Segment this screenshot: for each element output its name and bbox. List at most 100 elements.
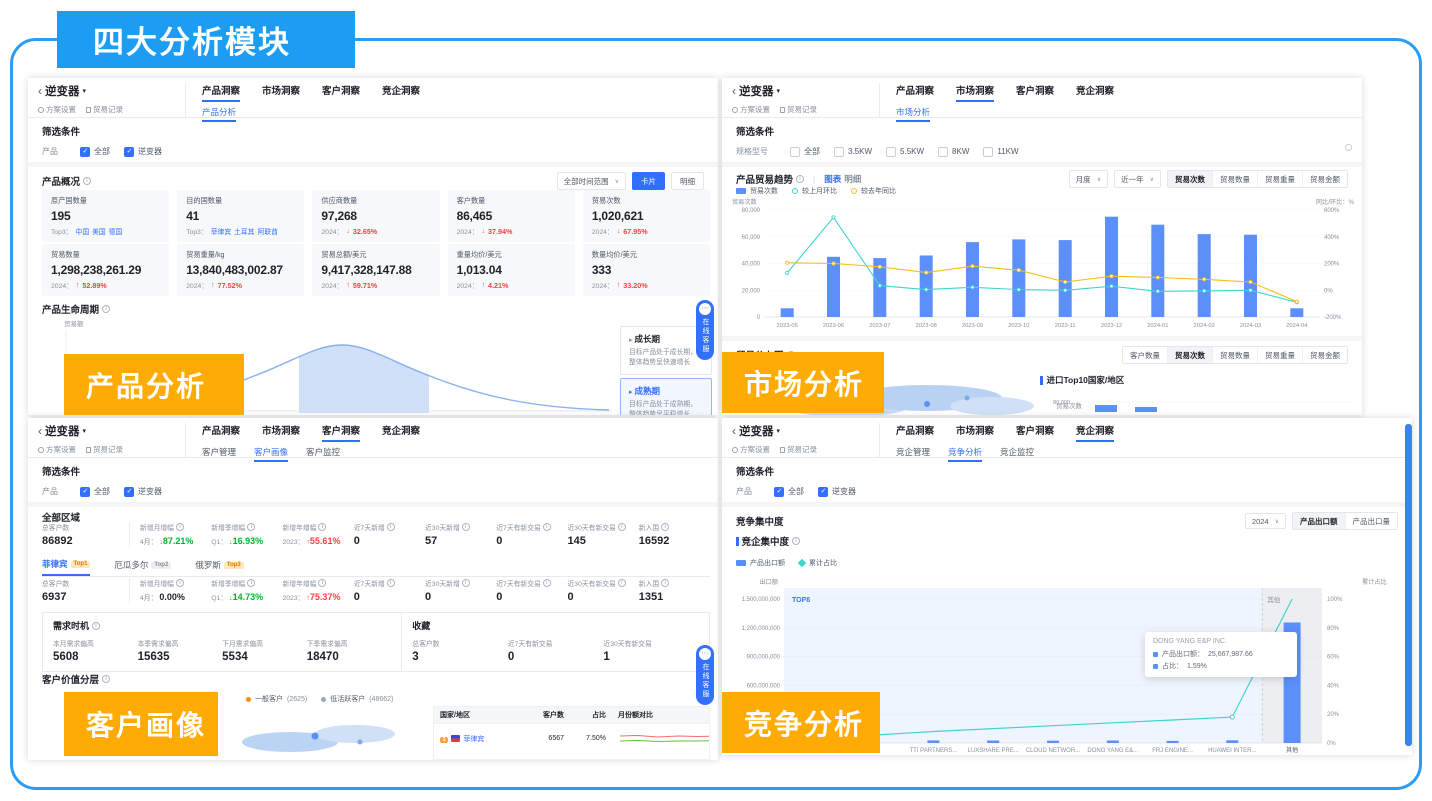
metric-trade-weight[interactable]: 贸易重量 bbox=[1258, 347, 1303, 363]
checkbox-spec-all[interactable]: 全部 bbox=[790, 146, 820, 157]
checkbox-all[interactable]: 全部 bbox=[774, 486, 804, 497]
tab-customer-insight[interactable]: 客户洞察 bbox=[1016, 86, 1055, 97]
info-icon[interactable]: i bbox=[318, 523, 327, 531]
info-icon[interactable]: i bbox=[386, 523, 395, 531]
legend-yoy[interactable]: 较去年同比 bbox=[851, 186, 896, 196]
tab-market-insight[interactable]: 市场洞察 bbox=[262, 426, 301, 437]
info-icon[interactable]: i bbox=[617, 523, 626, 531]
checkbox-inverter[interactable]: 逆变器 bbox=[818, 486, 856, 497]
back-icon[interactable]: ‹ bbox=[38, 84, 42, 98]
detail-view-button[interactable]: 明细 bbox=[671, 172, 704, 190]
metric-trade-amount[interactable]: 贸易金额 bbox=[1303, 347, 1347, 363]
info-icon[interactable]: i bbox=[102, 675, 111, 683]
checkbox-spec-11kw[interactable]: 11KW bbox=[983, 146, 1019, 157]
legend-trade-count[interactable]: 贸易次数 bbox=[736, 186, 778, 196]
tab-market-insight[interactable]: 市场洞察 bbox=[956, 426, 995, 437]
time-range-select[interactable]: 全部时间范围 ∨ bbox=[556, 172, 626, 190]
country-link[interactable]: 菲律宾 bbox=[210, 229, 232, 236]
metric-trade-count[interactable]: 贸易次数 bbox=[1168, 171, 1213, 187]
metric-customer-count[interactable]: 客户数量 bbox=[1123, 347, 1168, 363]
info-icon[interactable]: i bbox=[247, 523, 256, 531]
tab-customer-insight[interactable]: 客户洞察 bbox=[1016, 426, 1055, 437]
country-link[interactable]: 菲律宾 bbox=[463, 735, 485, 743]
tab-market-insight[interactable]: 市场洞察 bbox=[956, 83, 995, 102]
checkbox-spec-8kw[interactable]: 8KW bbox=[938, 146, 969, 157]
country-link[interactable]: 美国 bbox=[92, 229, 106, 236]
subtab-customer-monitor[interactable]: 客户监控 bbox=[306, 447, 341, 457]
trade-records-link[interactable]: 贸易记录 bbox=[86, 444, 123, 455]
info-icon[interactable]: i bbox=[792, 537, 801, 545]
metric-trade-count[interactable]: 贸易次数 bbox=[1168, 347, 1213, 363]
online-service-strip[interactable] bbox=[1405, 424, 1412, 746]
legend-cumulative-share[interactable]: 累计占比 bbox=[797, 558, 837, 568]
country-link[interactable]: 德国 bbox=[108, 229, 123, 236]
back-icon[interactable]: ‹ bbox=[732, 84, 736, 98]
scheme-selector[interactable]: 逆变器 bbox=[739, 426, 774, 438]
country-link[interactable]: 中国 bbox=[75, 229, 90, 236]
metric-export-volume[interactable]: 产品出口量 bbox=[1345, 513, 1397, 529]
info-icon[interactable]: i bbox=[175, 523, 184, 531]
info-icon[interactable]: i bbox=[247, 579, 256, 587]
subtab-competitor-monitor[interactable]: 竞企监控 bbox=[1000, 447, 1035, 457]
subtab-product-analysis[interactable]: 产品分析 bbox=[202, 106, 237, 122]
subtab-market-analysis[interactable]: 市场分析 bbox=[896, 106, 931, 122]
caret-down-icon[interactable]: ▾ bbox=[776, 428, 781, 435]
checkbox-inverter[interactable]: 逆变器 bbox=[124, 146, 162, 157]
metric-trade-quantity[interactable]: 贸易数量 bbox=[1213, 347, 1258, 363]
caret-down-icon[interactable]: ▾ bbox=[776, 88, 781, 95]
metric-export-amount[interactable]: 产品出口额 bbox=[1293, 513, 1346, 529]
trade-records-link[interactable]: 贸易记录 bbox=[780, 444, 817, 455]
trade-records-link[interactable]: 贸易记录 bbox=[780, 104, 817, 115]
scheme-settings-link[interactable]: 方案设置 bbox=[38, 104, 76, 115]
metric-trade-weight[interactable]: 贸易重量 bbox=[1258, 171, 1303, 187]
metric-trade-quantity[interactable]: 贸易数量 bbox=[1213, 171, 1258, 187]
tab-customer-insight[interactable]: 客户洞察 bbox=[322, 423, 361, 442]
scheme-settings-link[interactable]: 方案设置 bbox=[732, 444, 770, 455]
checkbox-spec-3-5kw[interactable]: 3.5KW bbox=[834, 146, 872, 157]
legend-low-active-customer[interactable]: 低活跃客户 (48662) bbox=[321, 694, 393, 704]
country-link[interactable]: 阿联酋 bbox=[257, 229, 278, 236]
chart-view-link[interactable]: 图表 bbox=[824, 174, 842, 184]
checkbox-all[interactable]: 全部 bbox=[80, 486, 110, 497]
info-icon[interactable]: i bbox=[92, 621, 101, 630]
legend-export-amount[interactable]: 产品出口额 bbox=[736, 558, 785, 568]
stage-card-maturity[interactable]: ▸ 成熟期 目标产品处于成熟期，整体趋势呈平稳增长 bbox=[620, 378, 712, 415]
caret-down-icon[interactable]: ▾ bbox=[82, 88, 87, 95]
country-tab-philippines[interactable]: 菲律宾 Top1 bbox=[42, 558, 91, 576]
info-icon[interactable]: i bbox=[661, 579, 670, 587]
country-tab-russia[interactable]: 俄罗斯 Top3 bbox=[195, 558, 244, 576]
legend-mom[interactable]: 较上月环比 bbox=[792, 186, 837, 196]
info-icon[interactable]: i bbox=[796, 175, 805, 183]
scheme-selector[interactable]: 逆变器 bbox=[45, 426, 80, 438]
tab-product-insight[interactable]: 产品洞察 bbox=[896, 86, 935, 97]
back-icon[interactable]: ‹ bbox=[38, 424, 42, 438]
online-service-button[interactable]: ⋯ 在线客服 bbox=[696, 645, 714, 705]
info-icon[interactable]: i bbox=[83, 177, 92, 185]
info-icon[interactable]: i bbox=[617, 579, 626, 587]
subtab-competition-analysis[interactable]: 竞争分析 bbox=[948, 446, 983, 462]
range-select[interactable]: 近一年 ∨ bbox=[1114, 170, 1161, 188]
scheme-settings-link[interactable]: 方案设置 bbox=[732, 104, 770, 115]
tab-competitor-insight[interactable]: 竞企洞察 bbox=[1076, 86, 1115, 97]
info-icon[interactable]: i bbox=[661, 523, 670, 531]
info-icon[interactable]: i bbox=[461, 523, 470, 531]
period-select[interactable]: 月度 ∨ bbox=[1068, 170, 1109, 188]
collapse-icon[interactable] bbox=[1345, 144, 1352, 151]
tab-product-insight[interactable]: 产品洞察 bbox=[202, 83, 241, 102]
scheme-settings-link[interactable]: 方案设置 bbox=[38, 444, 76, 455]
info-icon[interactable]: i bbox=[542, 523, 551, 531]
scheme-selector[interactable]: 逆变器 bbox=[45, 86, 80, 98]
info-icon[interactable]: i bbox=[102, 305, 111, 313]
tab-competitor-insight[interactable]: 竞企洞察 bbox=[1076, 423, 1115, 442]
year-select[interactable]: 2024 ∨ bbox=[1244, 513, 1286, 529]
checkbox-spec-5-5kw[interactable]: 5.5KW bbox=[886, 146, 924, 157]
info-icon[interactable]: i bbox=[175, 579, 184, 587]
info-icon[interactable]: i bbox=[461, 579, 470, 587]
card-view-button[interactable]: 卡片 bbox=[632, 172, 665, 190]
info-icon[interactable]: i bbox=[386, 579, 395, 587]
country-tab-ecuador[interactable]: 厄瓜多尔 Top2 bbox=[114, 558, 172, 576]
tab-competitor-insight[interactable]: 竞企洞察 bbox=[382, 426, 421, 437]
tab-product-insight[interactable]: 产品洞察 bbox=[896, 426, 935, 437]
checkbox-all[interactable]: 全部 bbox=[80, 146, 110, 157]
tab-customer-insight[interactable]: 客户洞察 bbox=[322, 86, 361, 97]
